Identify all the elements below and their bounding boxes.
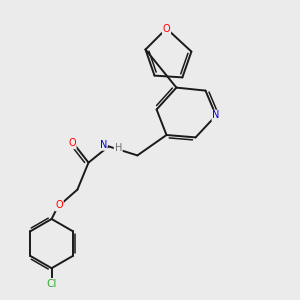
Text: N: N — [212, 110, 220, 121]
Text: Cl: Cl — [46, 279, 57, 289]
Text: O: O — [55, 200, 63, 211]
Text: O: O — [163, 23, 170, 34]
Text: O: O — [68, 138, 76, 148]
Text: N: N — [100, 140, 107, 150]
Text: H: H — [115, 143, 122, 153]
